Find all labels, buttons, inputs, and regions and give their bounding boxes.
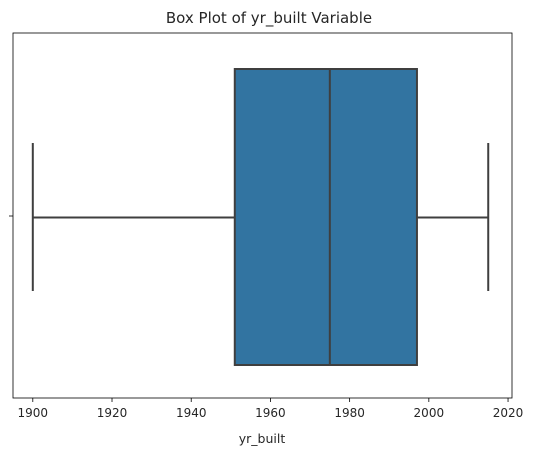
x-tick-label: 1920 [97, 406, 128, 420]
box-group [31, 68, 490, 366]
iqr-box [233, 68, 418, 366]
x-tick-label: 1980 [334, 406, 365, 420]
x-tick-label: 1900 [18, 406, 49, 420]
x-tick-label: 2000 [414, 406, 445, 420]
x-tick-label: 1960 [255, 406, 286, 420]
plot-frame [12, 32, 513, 399]
plot-area [9, 32, 513, 399]
x-tick-label: 1940 [176, 406, 207, 420]
x-tick-label: 2020 [493, 406, 524, 420]
x-axis-ticks: 1900 1920 1940 1960 1980 2000 2020 [18, 398, 524, 420]
x-axis-label: yr_built [239, 431, 286, 446]
chart-title: Box Plot of yr_built Variable [166, 9, 372, 28]
